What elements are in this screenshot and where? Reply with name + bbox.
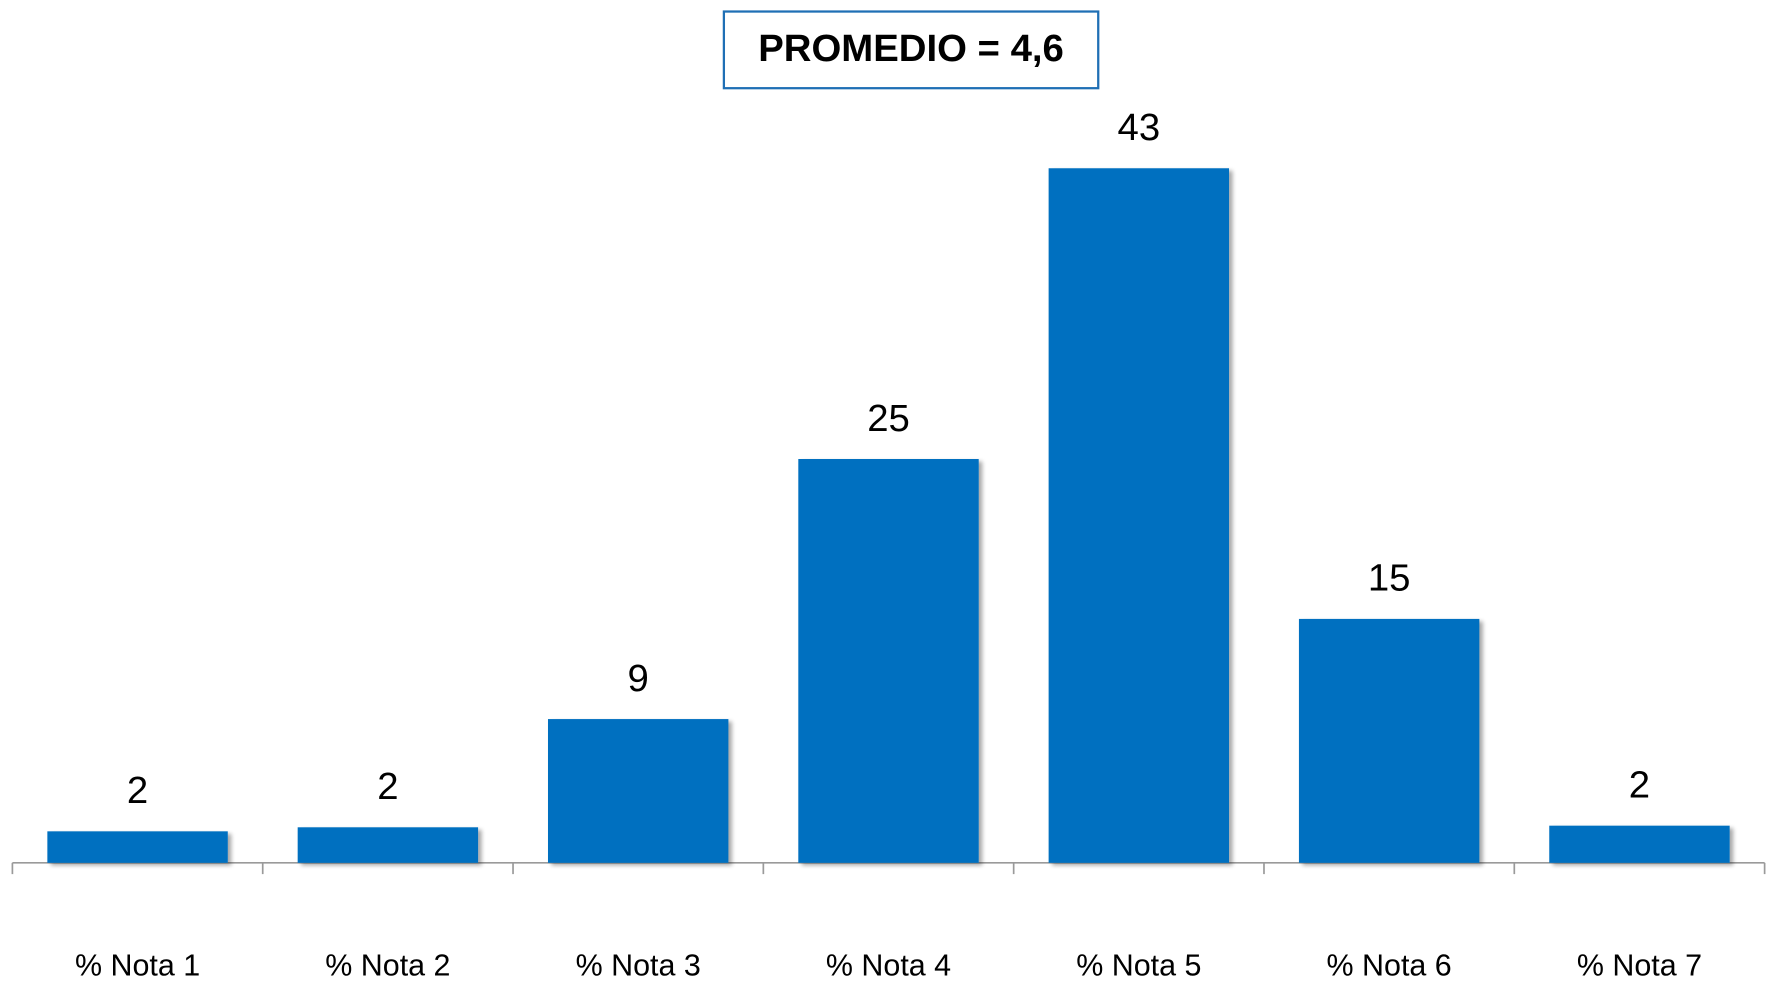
x-tick-label: % Nota 5 (1076, 949, 1201, 983)
value-label: 9 (628, 657, 649, 700)
bar (1048, 168, 1230, 863)
value-label: 25 (867, 397, 910, 440)
bar (297, 827, 479, 863)
bar (547, 719, 729, 863)
title-box (722, 10, 1100, 90)
value-label: 43 (1118, 106, 1161, 149)
x-tick-label: % Nota 2 (325, 949, 450, 983)
value-label: 2 (1629, 763, 1650, 806)
x-tick-label: % Nota 1 (75, 949, 200, 983)
value-label: 15 (1368, 557, 1411, 600)
chart-title: PROMEDIO = 4,6 (758, 27, 1064, 70)
bar (47, 831, 228, 863)
value-label: 2 (377, 765, 398, 808)
x-tick-label: % Nota 3 (576, 949, 701, 983)
bar (798, 459, 979, 863)
x-tick-label: % Nota 6 (1327, 949, 1452, 983)
bar (1549, 825, 1730, 863)
x-tick-label: % Nota 4 (826, 949, 951, 983)
x-tick-label: % Nota 7 (1577, 949, 1702, 983)
bar (1298, 618, 1480, 863)
value-label: 2 (127, 769, 148, 812)
